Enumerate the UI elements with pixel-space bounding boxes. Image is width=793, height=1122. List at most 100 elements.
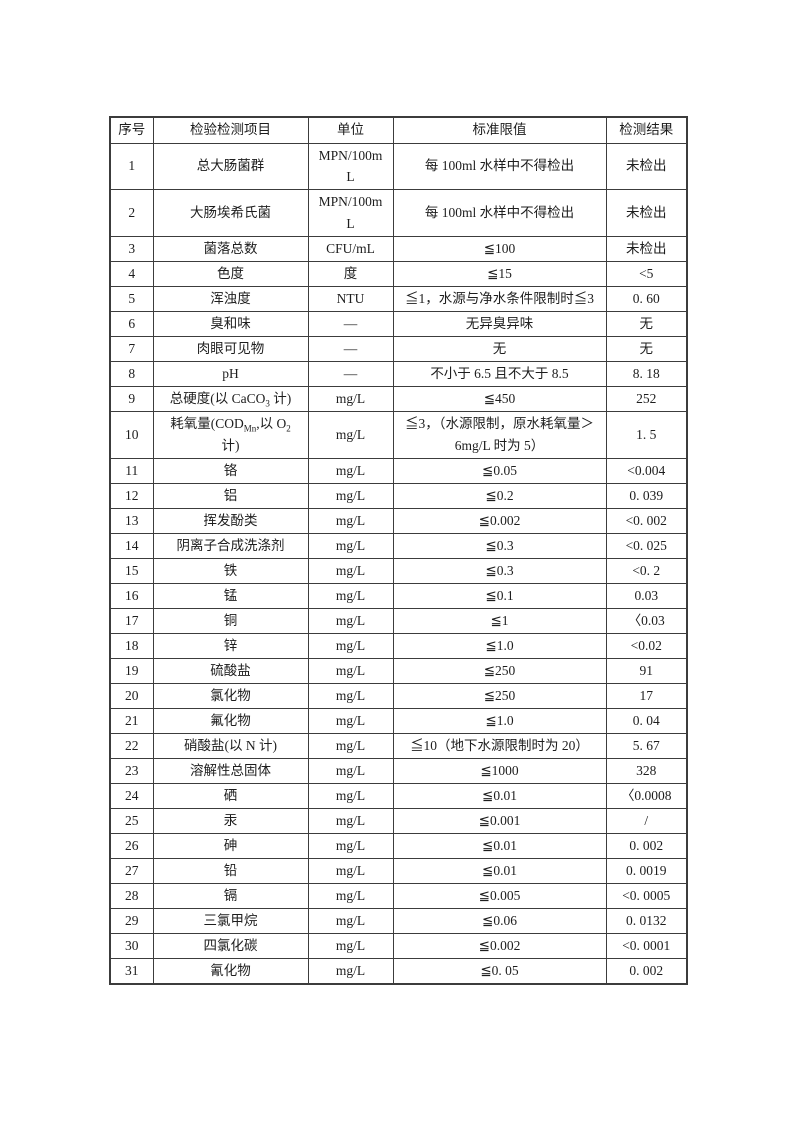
table-body: 1 总大肠菌群 MPN/100m L 每 100ml 水样中不得检出 未检出 2 … — [109, 142, 688, 985]
standard-limit-cell: ≦0.01 — [392, 857, 607, 884]
result-cell: 0. 002 — [605, 832, 688, 859]
table-header-row: 序号 检验检测项目 单位 标准限值 检测结果 — [109, 116, 688, 144]
row-number-cell: 17 — [109, 607, 154, 634]
unit-cell: mg/L — [307, 757, 394, 784]
result-cell: 5. 67 — [605, 732, 688, 759]
table-row: 1 总大肠菌群 MPN/100m L 每 100ml 水样中不得检出 未检出 — [109, 142, 688, 191]
standard-limit-cell: 无 — [392, 335, 607, 362]
unit-cell: mg/L — [307, 782, 394, 809]
row-number-cell: 26 — [109, 832, 154, 859]
test-item-cell: 四氯化碳 — [152, 932, 309, 959]
row-number-cell: 1 — [109, 142, 154, 191]
test-item-cell: 浑浊度 — [152, 285, 309, 312]
standard-limit-cell: ≦0.3 — [392, 557, 607, 584]
standard-limit-cell: ≦0.001 — [392, 807, 607, 834]
result-cell: 91 — [605, 657, 688, 684]
table-row: 2 大肠埃希氏菌 MPN/100m L 每 100ml 水样中不得检出 未检出 — [109, 189, 688, 237]
result-cell: <5 — [605, 260, 688, 287]
result-cell: 8. 18 — [605, 360, 688, 387]
result-cell: 0. 60 — [605, 285, 688, 312]
unit-cell: mg/L — [307, 532, 394, 559]
row-number-cell: 8 — [109, 360, 154, 387]
table-row: 21 氟化物 mg/L ≦1.0 0. 04 — [109, 707, 688, 734]
standard-limit-cell: ≦0. 05 — [392, 957, 607, 985]
unit-cell: mg/L — [307, 807, 394, 834]
result-cell: 0. 002 — [605, 957, 688, 985]
table-row: 6 臭和味 — 无异臭异味 无 — [109, 310, 688, 337]
test-item-cell: 三氯甲烷 — [152, 907, 309, 934]
standard-limit-cell: ≦3，（水源限制，原水耗氧量＞ 6mg/L 时为 5） — [392, 410, 607, 459]
test-item-cell: 氰化物 — [152, 957, 309, 985]
table-row: 20 氯化物 mg/L ≦250 17 — [109, 682, 688, 709]
unit-cell: — — [307, 360, 394, 387]
header-unit: 单位 — [307, 116, 394, 144]
test-item-cell: 硝酸盐(以 N 计) — [152, 732, 309, 759]
test-item-cell: 铁 — [152, 557, 309, 584]
table-row: 5 浑浊度 NTU ≦1，水源与净水条件限制时≦3 0. 60 — [109, 285, 688, 312]
test-item-cell: 挥发酚类 — [152, 507, 309, 534]
standard-limit-cell: ≦0.005 — [392, 882, 607, 909]
row-number-cell: 15 — [109, 557, 154, 584]
standard-limit-cell: ≦15 — [392, 260, 607, 287]
test-item-cell: 硫酸盐 — [152, 657, 309, 684]
unit-cell: mg/L — [307, 657, 394, 684]
row-number-cell: 7 — [109, 335, 154, 362]
row-number-cell: 30 — [109, 932, 154, 959]
row-number-cell: 27 — [109, 857, 154, 884]
unit-cell: mg/L — [307, 410, 394, 459]
row-number-cell: 13 — [109, 507, 154, 534]
table-row: 29 三氯甲烷 mg/L ≦0.06 0. 0132 — [109, 907, 688, 934]
test-item-cell: 铜 — [152, 607, 309, 634]
result-cell: <0.02 — [605, 632, 688, 659]
standard-limit-cell: ≦1000 — [392, 757, 607, 784]
result-cell: 无 — [605, 310, 688, 337]
result-cell: 未检出 — [605, 142, 688, 191]
test-item-cell: 阴离子合成洗涤剂 — [152, 532, 309, 559]
table-row: 12 铝 mg/L ≦0.2 0. 039 — [109, 482, 688, 509]
standard-limit-cell: 每 100ml 水样中不得检出 — [392, 189, 607, 237]
row-number-cell: 2 — [109, 189, 154, 237]
row-number-cell: 31 — [109, 957, 154, 985]
row-number-cell: 14 — [109, 532, 154, 559]
standard-limit-cell: ≦1.0 — [392, 707, 607, 734]
result-cell: 0.03 — [605, 582, 688, 609]
standard-limit-cell: ≦100 — [392, 235, 607, 262]
test-item-cell: 汞 — [152, 807, 309, 834]
standard-limit-cell: ≦1.0 — [392, 632, 607, 659]
row-number-cell: 10 — [109, 410, 154, 459]
result-cell: 328 — [605, 757, 688, 784]
result-cell: <0. 002 — [605, 507, 688, 534]
standard-limit-cell: 每 100ml 水样中不得检出 — [392, 142, 607, 191]
unit-cell: mg/L — [307, 832, 394, 859]
water-quality-table: 序号 检验检测项目 单位 标准限值 检测结果 1 总大肠菌群 MPN/100m L… — [109, 116, 688, 985]
result-cell: 〈0.03 — [605, 607, 688, 634]
row-number-cell: 12 — [109, 482, 154, 509]
unit-cell: mg/L — [307, 385, 394, 412]
header-test-item: 检验检测项目 — [152, 116, 309, 144]
standard-limit-cell: ≦450 — [392, 385, 607, 412]
header-std-limit: 标准限值 — [392, 116, 607, 144]
standard-limit-cell: ≦0.01 — [392, 832, 607, 859]
row-number-cell: 23 — [109, 757, 154, 784]
row-number-cell: 5 — [109, 285, 154, 312]
test-item-cell: 溶解性总固体 — [152, 757, 309, 784]
table-row: 4 色度 度 ≦15 <5 — [109, 260, 688, 287]
test-item-cell: 总大肠菌群 — [152, 142, 309, 191]
unit-cell: mg/L — [307, 907, 394, 934]
unit-cell: mg/L — [307, 607, 394, 634]
result-cell: <0. 0005 — [605, 882, 688, 909]
test-item-cell: 铬 — [152, 457, 309, 484]
unit-cell: mg/L — [307, 582, 394, 609]
row-number-cell: 22 — [109, 732, 154, 759]
row-number-cell: 25 — [109, 807, 154, 834]
table-row: 13 挥发酚类 mg/L ≦0.002 <0. 002 — [109, 507, 688, 534]
result-cell: 252 — [605, 385, 688, 412]
test-item-cell: 臭和味 — [152, 310, 309, 337]
result-cell: 0. 0132 — [605, 907, 688, 934]
row-number-cell: 18 — [109, 632, 154, 659]
result-cell: 未检出 — [605, 235, 688, 262]
table-row: 25 汞 mg/L ≦0.001 / — [109, 807, 688, 834]
table-row: 7 肉眼可见物 — 无 无 — [109, 335, 688, 362]
standard-limit-cell: ≦250 — [392, 682, 607, 709]
